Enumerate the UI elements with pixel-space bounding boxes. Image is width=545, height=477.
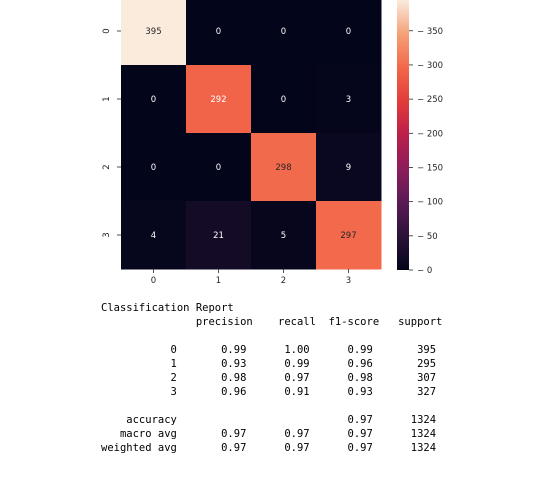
cell-value-label: 0 xyxy=(216,163,221,173)
cell-value-label: 21 xyxy=(213,231,224,241)
heatmap-cell-r0-c3 xyxy=(316,0,382,66)
heatmap-cell-r0-c0 xyxy=(121,0,187,66)
heatmap-cell-r2-c1 xyxy=(186,133,252,202)
heatmap-cell-r3-c1 xyxy=(186,201,252,270)
report-class-3-row: 3 0.96 0.91 0.93 327 xyxy=(101,386,437,398)
y-tick-label: 3 xyxy=(102,232,112,237)
heatmap-cell-r3-c0 xyxy=(121,201,187,270)
x-tick-label: 1 xyxy=(216,276,221,286)
heatmap-cell-r0-c1 xyxy=(186,0,252,66)
report-class-1-row: 1 0.93 0.99 0.96 295 xyxy=(101,358,437,370)
cell-value-label: 292 xyxy=(210,95,226,105)
colorbar-tick-label: − 150 xyxy=(417,163,443,173)
y-tick-label: 1 xyxy=(102,96,112,101)
colorbar-tick-label: − 250 xyxy=(417,95,443,105)
colorbar-ticks: − 0 − 50 − 100 − 150 − 200 − 250 − 300 − 350 xyxy=(409,27,443,276)
x-tick-label: 0 xyxy=(151,276,156,286)
report-header-row: precision recall f1-score support xyxy=(101,316,443,328)
x-axis-ticks: 0 1 2 3 xyxy=(151,269,351,286)
x-tick-label: 3 xyxy=(346,276,351,286)
cell-value-label: 298 xyxy=(275,163,291,173)
heatmap-cell-r3-c3 xyxy=(316,201,382,270)
report-class-0-row: 0 0.99 1.00 0.99 395 xyxy=(101,344,437,356)
heatmap-cell-r1-c0 xyxy=(121,65,187,134)
cell-value-label: 0 xyxy=(151,163,156,173)
heatmap-cell-r2-c3 xyxy=(316,133,382,202)
heatmap-cell-r3-c2 xyxy=(251,201,317,270)
y-axis-ticks: 0 1 2 3 xyxy=(102,28,121,238)
heatmap-cell-r2-c2 xyxy=(251,133,317,202)
colorbar-tick-label: − 350 xyxy=(417,27,443,37)
colorbar-tick-label: − 100 xyxy=(417,198,443,208)
colorbar-tick-label: − 300 xyxy=(417,61,443,71)
report-blank-row xyxy=(101,329,442,343)
heatmap-cell-r1-c3 xyxy=(316,65,382,134)
cell-value-label: 3 xyxy=(346,95,351,105)
cell-value-label: 0 xyxy=(346,27,351,37)
cell-value-label: 0 xyxy=(216,27,221,37)
heatmap-cell-r1-c1 xyxy=(186,65,252,134)
colorbar-tick-label: − 0 xyxy=(417,266,432,276)
report-macro-avg-row: macro avg 0.97 0.97 0.97 1324 xyxy=(101,428,437,440)
cell-value-label: 0 xyxy=(151,95,156,105)
report-blank-row xyxy=(101,399,442,413)
cell-value-label: 4 xyxy=(151,231,156,241)
colorbar-tick-label: − 200 xyxy=(417,129,443,139)
report-title: Classification Report xyxy=(101,302,234,314)
report-accuracy-row: accuracy 0.97 1324 xyxy=(101,414,437,426)
heatmap-cell-r0-c2 xyxy=(251,0,317,66)
colorbar xyxy=(397,0,409,270)
cell-value-label: 395 xyxy=(145,27,161,37)
cell-value-label: 297 xyxy=(340,231,356,241)
cell-value-label: 0 xyxy=(281,27,286,37)
cell-value-label: 9 xyxy=(346,163,351,173)
classification-report: Classification Report precision recall f… xyxy=(101,301,442,455)
report-weighted-avg-row: weighted avg 0.97 0.97 0.97 1324 xyxy=(101,442,437,454)
cell-value-label: 0 xyxy=(281,95,286,105)
y-tick-label: 2 xyxy=(102,164,112,169)
colorbar-tick-label: − 50 xyxy=(417,232,438,242)
heatmap-cell-r2-c0 xyxy=(121,133,187,202)
heatmap-cell-labels: 395 0 0 0 0 292 0 3 0 0 298 9 4 21 5 297 xyxy=(145,27,356,241)
x-tick-label: 2 xyxy=(281,276,286,286)
report-class-2-row: 2 0.98 0.97 0.98 307 xyxy=(101,372,437,384)
heatmap-cells xyxy=(121,0,382,270)
heatmap-cell-r1-c2 xyxy=(251,65,317,134)
y-tick-label: 0 xyxy=(102,28,112,33)
cell-value-label: 5 xyxy=(281,231,286,241)
